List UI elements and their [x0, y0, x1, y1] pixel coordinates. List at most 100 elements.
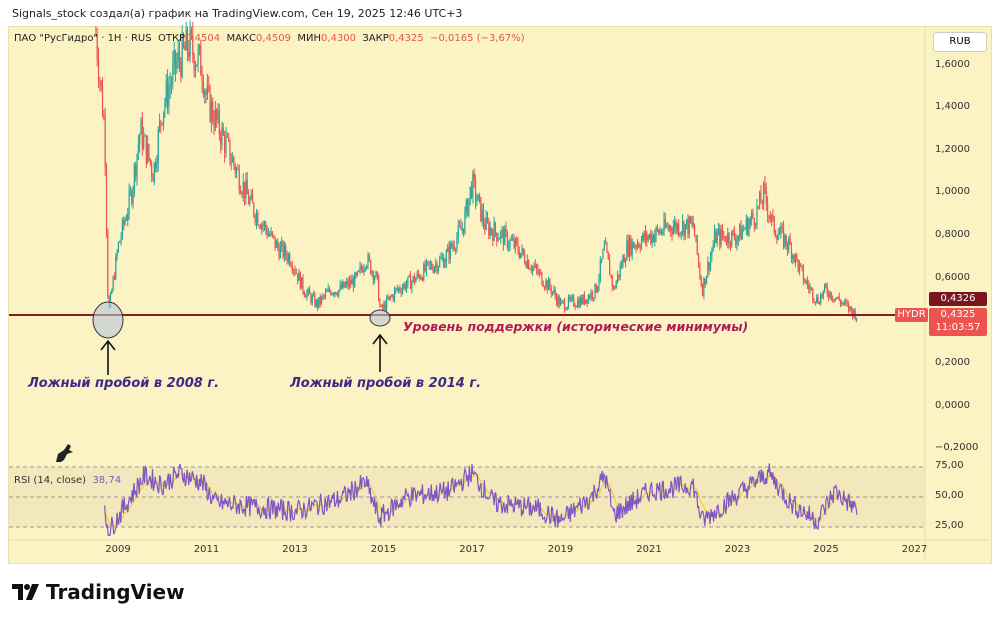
candle-body: [725, 241, 728, 244]
candle-body: [358, 270, 360, 272]
candle-body: [747, 218, 749, 235]
candle-body: [451, 242, 453, 248]
candle-body: [137, 144, 139, 155]
false-break-2014-ellipse: [369, 309, 391, 327]
candle-body: [153, 162, 155, 182]
candle-body: [620, 265, 623, 267]
candle-body: [671, 230, 673, 235]
candle-body: [161, 123, 163, 125]
candle-body: [583, 294, 585, 304]
candle-body: [247, 194, 250, 205]
candle-body: [675, 221, 677, 231]
candle-body: [309, 288, 311, 295]
candle-body: [133, 164, 135, 189]
candle-body: [230, 162, 232, 164]
candle-body: [489, 227, 491, 236]
candle-body: [355, 273, 357, 276]
candle-body: [631, 241, 633, 255]
candle-body: [546, 280, 548, 290]
candle-body: [293, 269, 295, 271]
candle-body: [315, 300, 317, 307]
candle-body: [521, 248, 523, 253]
candle-body: [287, 254, 289, 262]
candle-body: [457, 225, 459, 238]
candle-body: [229, 139, 231, 163]
candle-body: [222, 127, 224, 136]
candle-body: [139, 134, 141, 145]
high-label: МАКС: [226, 33, 256, 44]
candle-body: [214, 109, 216, 129]
candle-body: [776, 236, 778, 240]
rsi-tick: 75,00: [935, 460, 964, 471]
candle-body: [744, 228, 746, 230]
candle-body: [684, 224, 686, 237]
candle-body: [220, 134, 222, 145]
candle-body: [615, 281, 617, 289]
candle-body: [749, 219, 751, 224]
candle-body: [330, 291, 332, 295]
candle-body: [335, 292, 337, 295]
candle-body: [97, 59, 100, 81]
candle-body: [334, 292, 336, 295]
candle-body: [96, 34, 98, 60]
currency-button[interactable]: RUB: [933, 32, 987, 52]
candle-body: [359, 266, 361, 271]
candle-body: [752, 213, 754, 219]
candle-body: [542, 284, 544, 287]
candle-body: [812, 288, 814, 300]
candle-body: [388, 296, 390, 300]
candle-body: [473, 173, 475, 180]
candle-body: [652, 234, 655, 242]
candle-body: [843, 301, 846, 304]
candle-body: [290, 264, 292, 267]
candle-body: [662, 232, 664, 234]
candle-body: [370, 260, 372, 274]
candle-body: [166, 80, 169, 107]
candle-body: [567, 297, 570, 307]
candle-body: [501, 229, 503, 232]
candle-body: [549, 279, 551, 289]
candle-body: [536, 264, 538, 270]
candle-body: [551, 291, 554, 294]
candle-body: [558, 296, 560, 306]
candle-body: [847, 303, 850, 311]
candle-body: [368, 255, 370, 261]
candle-body: [773, 216, 775, 233]
candle-body: [407, 276, 409, 285]
candle-body: [366, 266, 368, 268]
false-break-2008-note: Ложный пробой в 2008 г.: [28, 376, 220, 391]
candle-body: [305, 295, 307, 298]
candle-body: [474, 179, 477, 202]
candle-body: [141, 119, 143, 149]
time-tick: 2013: [282, 544, 308, 555]
candle-body: [478, 194, 481, 198]
time-tick: 2011: [193, 544, 220, 555]
time-tick: 2019: [547, 544, 574, 555]
candle-body: [643, 233, 645, 241]
candle-body: [448, 246, 450, 259]
candle-body: [155, 162, 157, 169]
candle-body: [385, 297, 388, 310]
candle-body: [269, 233, 271, 236]
candle-body: [462, 228, 465, 234]
candle-body: [379, 300, 381, 307]
candle-body: [382, 305, 384, 309]
candle-body: [295, 272, 297, 274]
candle-body: [642, 233, 644, 241]
candle-body: [423, 264, 425, 281]
last-price-label: 0,4325 11:03:57: [929, 308, 987, 336]
candle-body: [387, 297, 389, 300]
candle-body: [618, 274, 620, 277]
candle-body: [837, 296, 839, 299]
candle-body: [112, 277, 114, 290]
tradingview-logo[interactable]: TradingView: [12, 580, 185, 604]
candle-body: [659, 230, 661, 234]
candle-body: [790, 244, 793, 259]
candle-body: [768, 215, 770, 217]
candle-body: [443, 257, 445, 268]
candle-body: [192, 34, 194, 55]
candle-body: [672, 227, 674, 235]
candle-body: [587, 295, 589, 304]
ohlc-legend: ПАО "РусГидро" · 1H · RUS ОТКР0,4504 МАК…: [14, 33, 525, 44]
